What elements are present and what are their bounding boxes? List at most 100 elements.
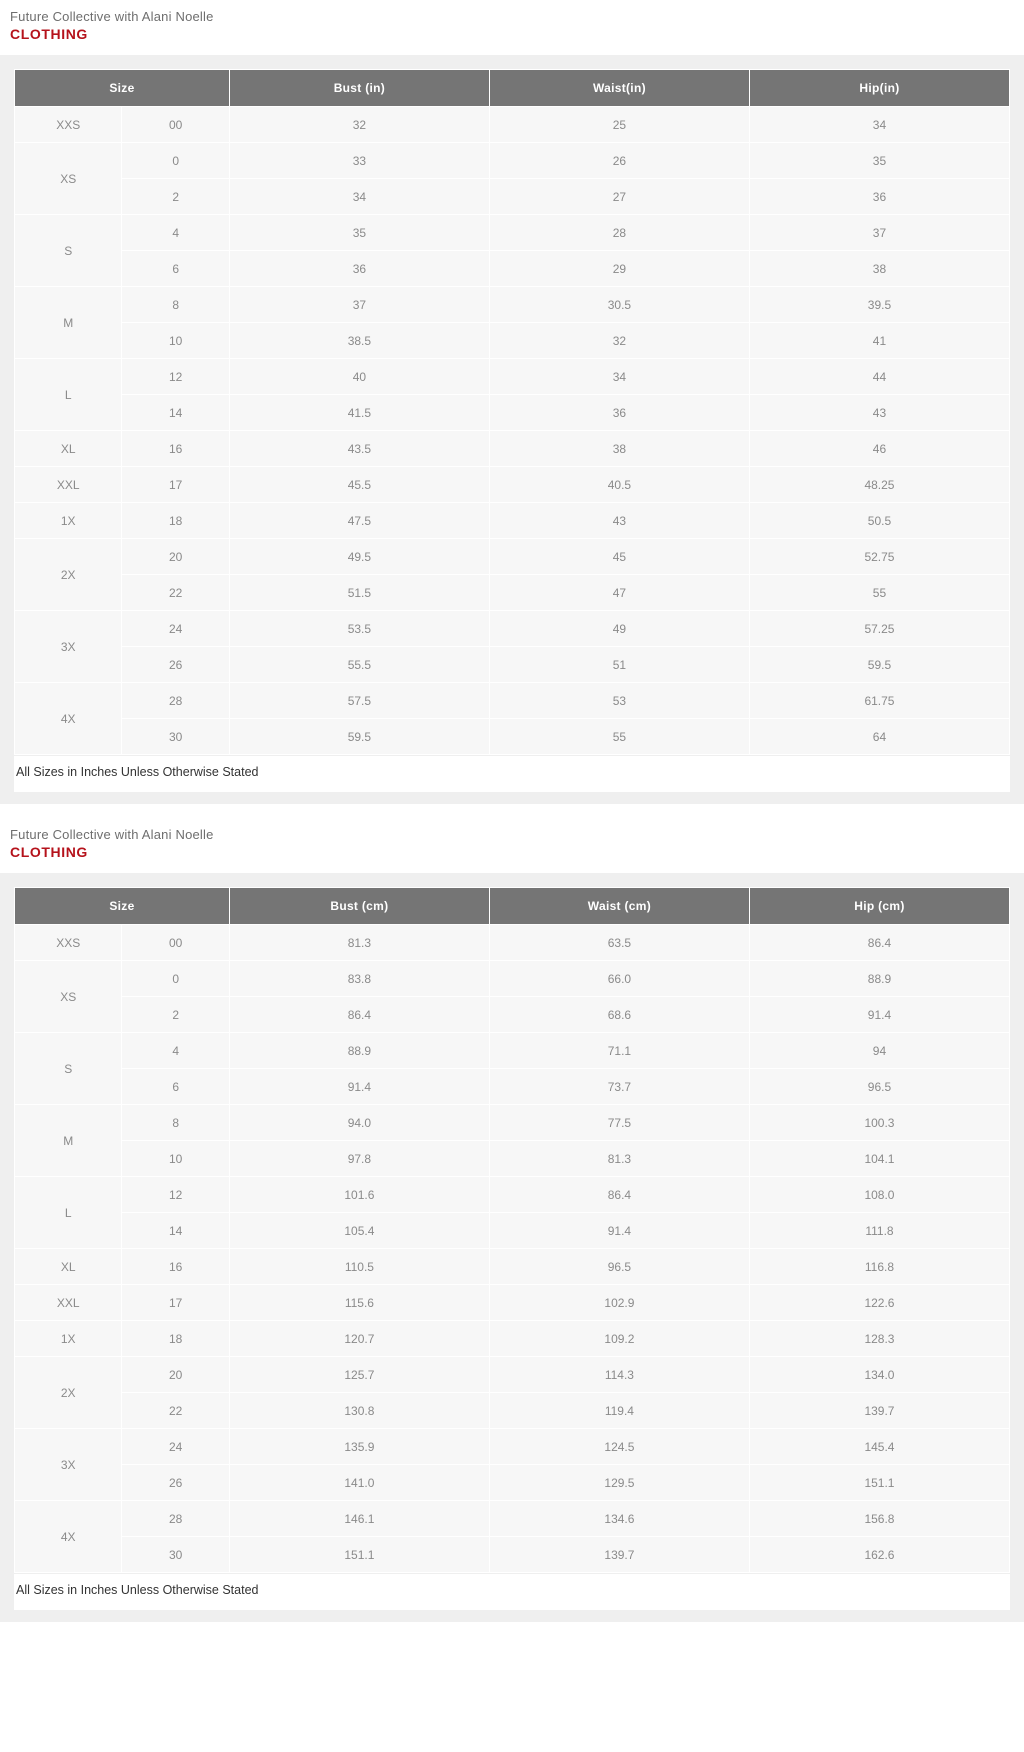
cell-hip: 48.25	[749, 467, 1009, 502]
table-row: S 4 88.9 71.1 94	[15, 1033, 1009, 1104]
cell-size-label: M	[15, 287, 122, 358]
cell-hip: 50.5	[749, 503, 1009, 538]
cell-numeric-size: 22	[122, 575, 229, 610]
cell-waist: 114.3	[489, 1357, 749, 1392]
section-gap	[0, 804, 1024, 818]
cell-numeric-size: 12	[122, 1177, 229, 1212]
cell-bust: 88.9	[229, 1033, 489, 1068]
cell-waist: 102.9	[489, 1285, 749, 1320]
cell-hip: 151.1	[749, 1465, 1009, 1500]
cell-numeric-size: 18	[122, 503, 229, 538]
cell-bust: 49.5	[229, 539, 489, 574]
cell-size-label: S	[15, 215, 122, 286]
cell-size-label: 1X	[15, 503, 122, 538]
cell-hip: 145.4	[749, 1429, 1009, 1464]
cell-bust: 101.6	[229, 1177, 489, 1212]
cell-waist: 86.4	[489, 1177, 749, 1212]
cell-numeric-size: 20	[122, 539, 229, 574]
cell-bust: 45.5	[229, 467, 489, 502]
cell-bust: 55.5	[229, 647, 489, 682]
cell-hip: 61.75	[749, 683, 1009, 718]
cell-bust: 36	[229, 251, 489, 286]
cell-numeric-size: 17	[122, 1285, 229, 1320]
cell-size-label: XXL	[15, 467, 122, 502]
cell-bust: 91.4	[229, 1069, 489, 1104]
table-row: 3X 24 53.5 49 57.25	[15, 611, 1009, 682]
table-row: L 12 101.6 86.4 108.0	[15, 1177, 1009, 1248]
cell-size-label: XL	[15, 1249, 122, 1284]
cell-bust: 41.5	[229, 395, 489, 430]
table-row: 10 97.8 81.3 104.1	[15, 1141, 1009, 1176]
cell-waist: 40.5	[489, 467, 749, 502]
cell-bust: 94.0	[229, 1105, 489, 1140]
cell-bust: 115.6	[229, 1285, 489, 1320]
cell-numeric-size: 18	[122, 1321, 229, 1356]
table-row: 14 105.4 91.4 111.8	[15, 1213, 1009, 1248]
cell-bust: 110.5	[229, 1249, 489, 1284]
cell-numeric-size: 00	[122, 925, 229, 960]
cell-hip: 156.8	[749, 1501, 1009, 1536]
footnote-wrapper-centimeters: All Sizes in Inches Unless Otherwise Sta…	[14, 1574, 1010, 1610]
cell-waist: 32	[489, 323, 749, 358]
cell-numeric-size: 2	[122, 179, 229, 214]
cell-numeric-size: 00	[122, 107, 229, 142]
cell-numeric-size: 26	[122, 647, 229, 682]
cell-waist: 73.7	[489, 1069, 749, 1104]
cell-hip: 88.9	[749, 961, 1009, 996]
cell-bust: 81.3	[229, 925, 489, 960]
cell-bust: 146.1	[229, 1501, 489, 1536]
cell-numeric-size: 0	[122, 143, 229, 178]
cell-numeric-size: 8	[122, 1105, 229, 1140]
cell-bust: 34	[229, 179, 489, 214]
cell-bust: 125.7	[229, 1357, 489, 1392]
cell-size-label: 4X	[15, 683, 122, 754]
cell-waist: 124.5	[489, 1429, 749, 1464]
cell-waist: 51	[489, 647, 749, 682]
cell-hip: 91.4	[749, 997, 1009, 1032]
table-row: XS 0 83.8 66.0 88.9	[15, 961, 1009, 1032]
cell-size-label: 2X	[15, 1357, 122, 1428]
table-row: 14 41.5 36 43	[15, 395, 1009, 430]
column-header-size: Size	[15, 888, 229, 924]
size-chart-section-inches: Future Collective with Alani Noelle CLOT…	[0, 0, 1024, 804]
cell-size-label: L	[15, 359, 122, 430]
cell-numeric-size: 14	[122, 1213, 229, 1248]
cell-size-label: XS	[15, 143, 122, 214]
cell-numeric-size: 10	[122, 323, 229, 358]
table-row: 2X 20 125.7 114.3 134.0	[15, 1357, 1009, 1428]
cell-numeric-size: 0	[122, 961, 229, 996]
table-row: XXS 00 32 25 34	[15, 107, 1009, 142]
cell-waist: 27	[489, 179, 749, 214]
cell-hip: 36	[749, 179, 1009, 214]
cell-bust: 33	[229, 143, 489, 178]
table-row: 30 59.5 55 64	[15, 719, 1009, 754]
cell-hip: 94	[749, 1033, 1009, 1068]
cell-hip: 86.4	[749, 925, 1009, 960]
table-row: 10 38.5 32 41	[15, 323, 1009, 358]
footnote-wrapper-inches: All Sizes in Inches Unless Otherwise Sta…	[14, 756, 1010, 792]
cell-numeric-size: 16	[122, 431, 229, 466]
cell-size-label: XXS	[15, 925, 122, 960]
table-row: 2 34 27 36	[15, 179, 1009, 214]
cell-waist: 81.3	[489, 1141, 749, 1176]
table-body-inches: XXS 00 32 25 34 XS 0 33 26 35 2 34 27 36 S 4 35 28 37 6 36 29…	[15, 107, 1009, 754]
cell-waist: 55	[489, 719, 749, 754]
cell-hip: 139.7	[749, 1393, 1009, 1428]
brand-header-inches: Future Collective with Alani Noelle CLOT…	[0, 0, 1024, 43]
cell-size-label: 4X	[15, 1501, 122, 1572]
brand-category: CLOTHING	[10, 844, 88, 860]
cell-bust: 37	[229, 287, 489, 322]
cell-hip: 104.1	[749, 1141, 1009, 1176]
brand-name: Future Collective with Alani Noelle	[10, 827, 214, 842]
cell-hip: 43	[749, 395, 1009, 430]
table-row: 2 86.4 68.6 91.4	[15, 997, 1009, 1032]
cell-bust: 83.8	[229, 961, 489, 996]
cell-hip: 37	[749, 215, 1009, 250]
column-header-waist: Waist (cm)	[489, 888, 749, 924]
cell-waist: 38	[489, 431, 749, 466]
cell-waist: 28	[489, 215, 749, 250]
cell-waist: 71.1	[489, 1033, 749, 1068]
size-chart-section-centimeters: Future Collective with Alani Noelle CLOT…	[0, 818, 1024, 1622]
table-row: 1X 18 120.7 109.2 128.3	[15, 1321, 1009, 1356]
